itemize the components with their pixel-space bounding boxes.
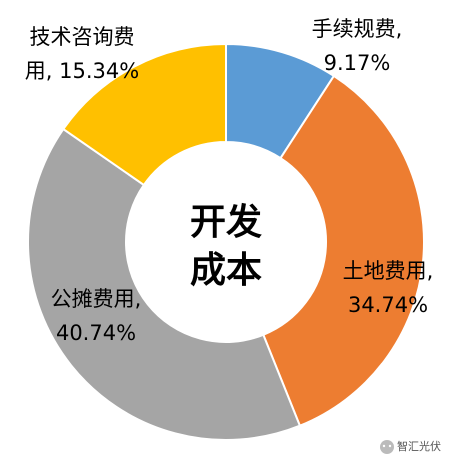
data-label: 公摊费用, <box>51 287 142 311</box>
data-label: 34.74% <box>348 293 428 317</box>
watermark-icon <box>380 440 394 454</box>
data-label: 9.17% <box>324 51 391 75</box>
data-label: 用, 15.34% <box>25 59 139 83</box>
data-label: 40.74% <box>56 321 136 345</box>
slice <box>27 127 302 441</box>
data-label: 土地费用, <box>343 259 434 283</box>
center-text: 成本 <box>190 250 262 291</box>
data-label: 技术咨询费 <box>30 25 135 49</box>
data-label: 手续规费, <box>312 17 403 41</box>
slice <box>262 74 425 428</box>
watermark: 智汇光伏 <box>397 439 441 453</box>
center-text: 开发 <box>190 202 262 243</box>
slice <box>61 42 227 187</box>
